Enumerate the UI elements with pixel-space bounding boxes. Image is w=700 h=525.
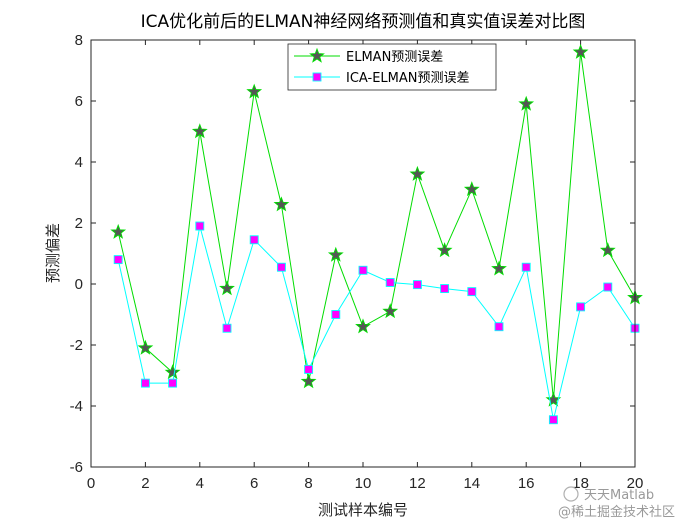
data-point bbox=[110, 223, 127, 239]
data-point bbox=[276, 262, 286, 272]
x-tick-label: 10 bbox=[355, 475, 372, 492]
series-elman bbox=[110, 43, 643, 407]
y-tick-label: -6 bbox=[70, 459, 83, 476]
x-tick-label: 12 bbox=[409, 475, 426, 492]
series-line bbox=[117, 225, 636, 420]
watermark-logo-icon bbox=[563, 486, 579, 502]
legend-star-marker bbox=[309, 47, 325, 63]
chart-title: ICA优化前后的ELMAN神经网络预测值和真实值误差对比图 bbox=[141, 12, 586, 32]
x-axis-label: 测试样本编号 bbox=[318, 501, 408, 519]
plot-area bbox=[91, 40, 635, 467]
data-point bbox=[382, 303, 399, 319]
data-point bbox=[491, 260, 507, 276]
data-point bbox=[168, 378, 178, 388]
y-tick-label: -4 bbox=[70, 398, 83, 415]
x-tick-label: 6 bbox=[250, 475, 258, 492]
data-point bbox=[219, 280, 235, 296]
data-point bbox=[331, 310, 341, 319]
y-tick-label: 4 bbox=[75, 154, 83, 171]
data-point bbox=[576, 302, 586, 312]
data-point bbox=[548, 415, 558, 425]
y-tick-label: -2 bbox=[70, 337, 83, 354]
data-point bbox=[246, 83, 263, 99]
data-point bbox=[191, 123, 208, 139]
y-tick-label: 0 bbox=[75, 276, 83, 293]
data-point bbox=[385, 278, 395, 287]
legend-label-elman: ELMAN预测误差 bbox=[346, 50, 443, 65]
data-point bbox=[195, 221, 205, 231]
legend-marker-ica-elman bbox=[312, 72, 322, 82]
data-point bbox=[327, 246, 344, 262]
data-point bbox=[273, 196, 290, 212]
x-tick-label: 2 bbox=[141, 475, 149, 492]
data-point bbox=[599, 242, 616, 258]
data-point bbox=[164, 364, 181, 380]
legend-label-ica-elman: ICA-ELMAN预测误差 bbox=[346, 71, 470, 86]
data-point bbox=[358, 265, 368, 275]
watermark-line2: @稀土掘金技术社区 bbox=[558, 504, 675, 520]
data-point bbox=[572, 43, 589, 59]
data-point bbox=[140, 378, 150, 388]
x-tick-label: 8 bbox=[304, 475, 312, 492]
watermark-line1: 天天Matlab bbox=[584, 488, 654, 503]
series-ica-elman bbox=[113, 221, 640, 425]
axis-ticks: 0 2 4 6 8 10 12 14 16 18 20 -6 -4 -2 0 2 4 6 8 bbox=[70, 32, 644, 492]
data-point bbox=[355, 318, 371, 334]
watermark: 天天Matlab @稀土掘金技术社区 bbox=[558, 486, 675, 520]
legend-square-marker bbox=[312, 72, 322, 82]
data-point bbox=[463, 181, 480, 197]
x-tick-label: 16 bbox=[518, 475, 535, 492]
data-point bbox=[467, 287, 477, 297]
legend-marker-elman bbox=[309, 47, 325, 63]
series-line bbox=[117, 52, 636, 400]
x-tick-label: 0 bbox=[87, 475, 95, 492]
x-tick-label: 20 bbox=[627, 475, 644, 492]
data-point bbox=[409, 165, 426, 181]
chart-title-group: ICA优化前后的ELMAN神经网络预测值和真实值误差对比图 bbox=[141, 12, 586, 32]
data-point bbox=[436, 242, 453, 258]
data-point bbox=[222, 323, 232, 333]
y-tick-label: 8 bbox=[75, 32, 83, 49]
legend: ELMAN预测误差 ICA-ELMAN预测误差 bbox=[287, 43, 497, 91]
x-tick-label: 4 bbox=[196, 475, 204, 492]
data-point bbox=[518, 95, 535, 111]
data-point bbox=[521, 262, 531, 272]
data-point bbox=[440, 284, 450, 294]
data-point bbox=[603, 282, 613, 292]
data-point bbox=[412, 280, 422, 290]
data-point bbox=[300, 373, 317, 389]
y-tick-label: 2 bbox=[75, 215, 83, 232]
data-point bbox=[494, 322, 504, 332]
data-point bbox=[304, 364, 314, 374]
legend-box bbox=[287, 43, 497, 91]
y-axis-label: 预测偏差 bbox=[44, 223, 62, 283]
series-layer bbox=[110, 43, 643, 425]
x-tick-label: 18 bbox=[572, 475, 589, 492]
x-tick-label: 14 bbox=[463, 475, 480, 492]
y-tick-label: 6 bbox=[75, 93, 83, 110]
plot-frame bbox=[90, 39, 636, 468]
data-point bbox=[113, 255, 123, 265]
data-point bbox=[249, 235, 259, 245]
data-point bbox=[137, 339, 154, 355]
